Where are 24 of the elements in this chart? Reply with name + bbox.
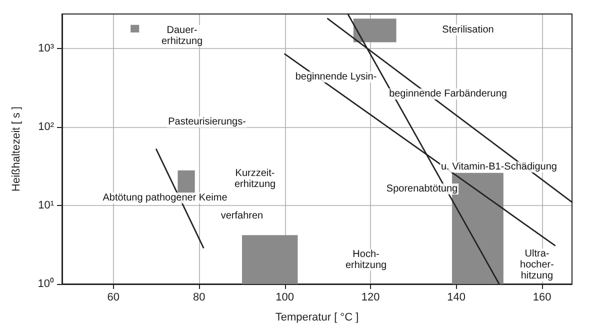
annotation: Abtötung pathogener Keime [102,192,228,204]
annotation: beginnende Farbänderung [389,88,507,100]
annotation: u. Vitamin-B1-Schädigung [441,162,557,172]
x-tick-label: 60 [107,292,120,304]
x-tick-label: 100 [276,292,294,304]
x-tick-label: 160 [532,292,552,304]
x-tick-label: 140 [447,292,466,304]
y-tick-label: 10⁰ [38,277,54,290]
annotation: Kurzzeit- erhitzung [234,168,276,190]
x-tick-label: 120 [361,292,380,304]
x-tick-label: 80 [193,292,206,304]
annotation: Hoch- erhitzung [345,249,387,271]
y-axis-title: Heißhaltezeit [ s ] [10,106,22,192]
annotation: Sterilisation [442,24,494,36]
annotation: verfahren [220,210,264,222]
y-tick-label: 10³ [38,42,54,54]
annotation: Dauer- erhitzung [161,25,203,47]
y-tick-label: 10² [38,120,54,133]
annotation: Pasteurisierungs- [168,116,246,128]
annotation: beginnende Lysin- [295,72,377,82]
y-tick-label: 10¹ [38,199,54,212]
x-axis-title: Temperatur [ °C ] [275,312,359,324]
annotation: Ultra- hocher- hitzung [520,248,554,282]
annotation: Sporenabtötung [386,184,458,194]
